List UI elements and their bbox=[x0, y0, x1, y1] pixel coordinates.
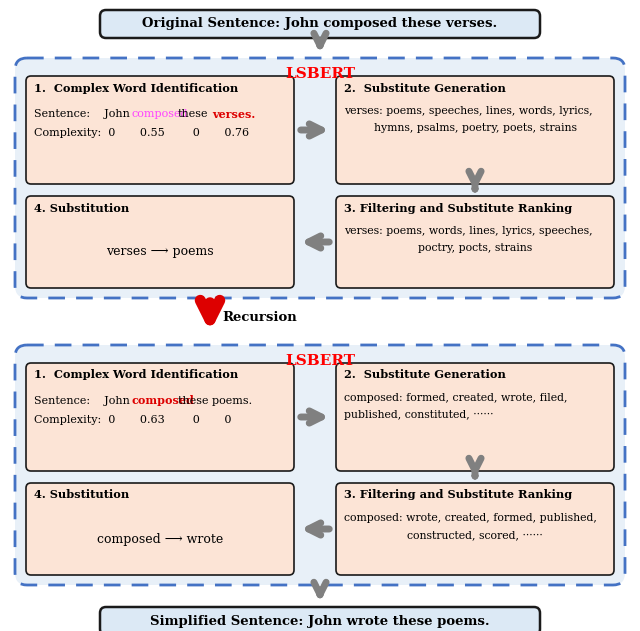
FancyBboxPatch shape bbox=[15, 345, 625, 585]
FancyBboxPatch shape bbox=[336, 196, 614, 288]
FancyBboxPatch shape bbox=[26, 196, 294, 288]
Text: Recursion: Recursion bbox=[222, 311, 297, 324]
Text: composed: wrote, created, formed, published,: composed: wrote, created, formed, publis… bbox=[344, 513, 597, 523]
Text: these poems.: these poems. bbox=[178, 396, 252, 406]
Text: Complexity:  0       0.63        0       0: Complexity: 0 0.63 0 0 bbox=[34, 415, 232, 425]
Text: LSBERT: LSBERT bbox=[285, 354, 355, 368]
Text: 2.  Substitute Generation: 2. Substitute Generation bbox=[344, 370, 506, 380]
Text: 1.  Complex Word Identification: 1. Complex Word Identification bbox=[34, 83, 238, 93]
FancyBboxPatch shape bbox=[100, 607, 540, 631]
Text: Sentence:    John: Sentence: John bbox=[34, 109, 133, 119]
Text: composed: formed, created, wrote, filed,: composed: formed, created, wrote, filed, bbox=[344, 393, 568, 403]
Text: these: these bbox=[178, 109, 209, 119]
FancyBboxPatch shape bbox=[26, 363, 294, 471]
Text: published, constituted, ······: published, constituted, ······ bbox=[344, 410, 493, 420]
Text: 4. Substitution: 4. Substitution bbox=[34, 203, 129, 213]
Text: verses: poems, words, lines, lyrics, speeches,: verses: poems, words, lines, lyrics, spe… bbox=[344, 226, 593, 236]
Text: composed: composed bbox=[132, 396, 195, 406]
FancyBboxPatch shape bbox=[26, 76, 294, 184]
Text: 1.  Complex Word Identification: 1. Complex Word Identification bbox=[34, 370, 238, 380]
Text: Sentence:    John: Sentence: John bbox=[34, 396, 133, 406]
Text: 3. Filtering and Substitute Ranking: 3. Filtering and Substitute Ranking bbox=[344, 203, 572, 213]
FancyBboxPatch shape bbox=[336, 483, 614, 575]
Text: verses: poems, speeches, lines, words, lyrics,: verses: poems, speeches, lines, words, l… bbox=[344, 106, 593, 116]
Text: composed ⟶ wrote: composed ⟶ wrote bbox=[97, 533, 223, 546]
Text: Complexity:  0       0.55        0       0.76: Complexity: 0 0.55 0 0.76 bbox=[34, 128, 249, 138]
Text: constructed, scored, ······: constructed, scored, ······ bbox=[407, 530, 543, 540]
FancyBboxPatch shape bbox=[336, 363, 614, 471]
Text: 3. Filtering and Substitute Ranking: 3. Filtering and Substitute Ranking bbox=[344, 490, 572, 500]
Text: verses.: verses. bbox=[212, 109, 255, 119]
Text: Simplified Sentence: John wrote these poems.: Simplified Sentence: John wrote these po… bbox=[150, 615, 490, 627]
FancyBboxPatch shape bbox=[15, 58, 625, 298]
Text: 4. Substitution: 4. Substitution bbox=[34, 490, 129, 500]
FancyBboxPatch shape bbox=[336, 76, 614, 184]
Text: Original Sentence: John composed these verses.: Original Sentence: John composed these v… bbox=[142, 18, 498, 30]
Text: 2.  Substitute Generation: 2. Substitute Generation bbox=[344, 83, 506, 93]
Text: verses ⟶ poems: verses ⟶ poems bbox=[106, 245, 214, 259]
Text: hymns, psalms, poetry, poets, strains: hymns, psalms, poetry, poets, strains bbox=[374, 123, 577, 133]
FancyBboxPatch shape bbox=[100, 10, 540, 38]
Text: LSBERT: LSBERT bbox=[285, 67, 355, 81]
FancyBboxPatch shape bbox=[26, 483, 294, 575]
Text: composed: composed bbox=[132, 109, 189, 119]
Text: poctry, pocts, strains: poctry, pocts, strains bbox=[418, 243, 532, 253]
